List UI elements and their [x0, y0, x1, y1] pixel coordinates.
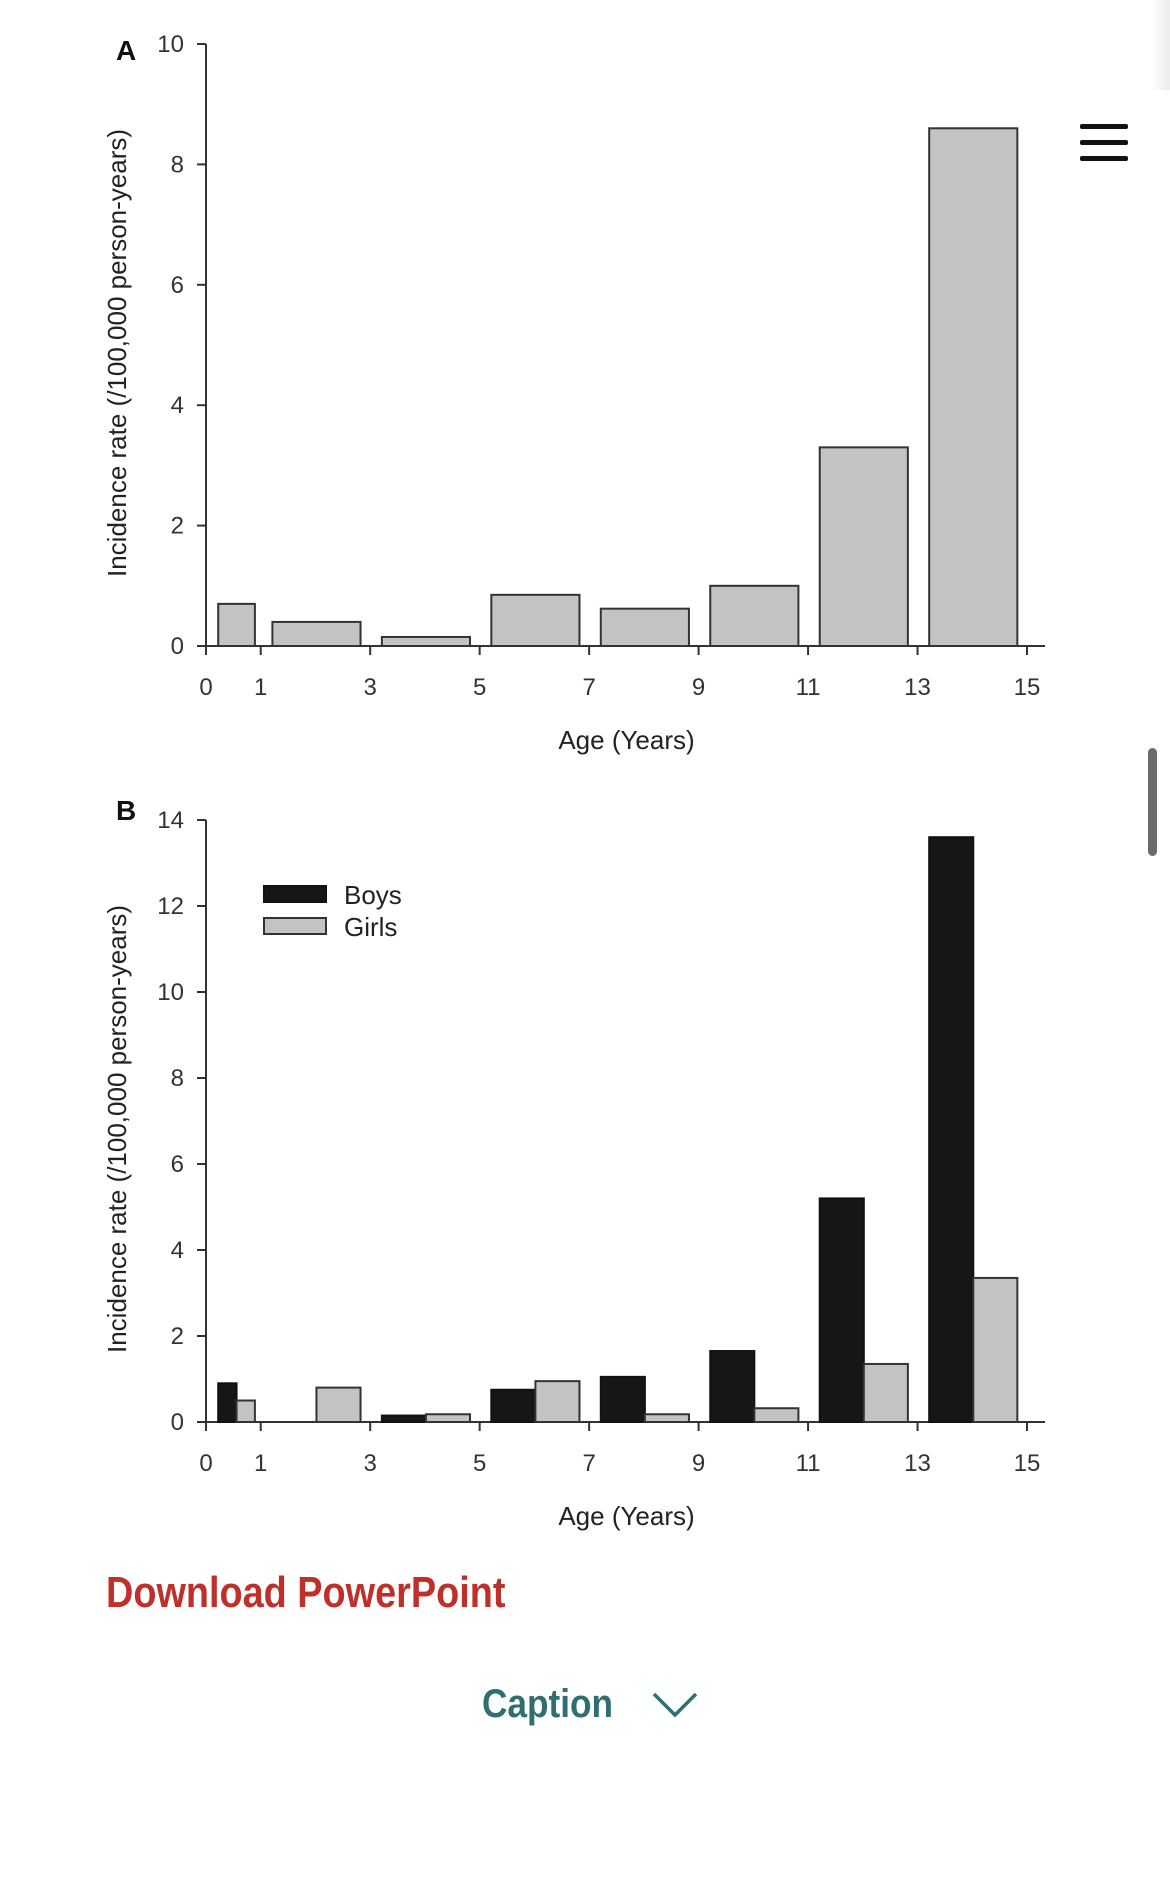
- x-tick-label: 9: [692, 1450, 705, 1477]
- x-tick-label: 0: [199, 674, 212, 701]
- legend-swatch: [263, 917, 327, 935]
- panel-letter: B: [116, 795, 136, 826]
- bar: [424, 1413, 472, 1424]
- bar: [599, 1375, 646, 1423]
- legend-label: Girls: [344, 912, 397, 942]
- bar: [217, 602, 256, 647]
- bar: [753, 1407, 800, 1423]
- bar: [818, 1197, 865, 1424]
- x-tick-label: 7: [582, 674, 595, 701]
- bar: [928, 836, 975, 1423]
- bar: [599, 607, 690, 648]
- y-tick-label: 8: [171, 1065, 184, 1092]
- y-axis-label: Incidence rate (/100,000 person-years): [102, 129, 132, 577]
- y-tick-label: 0: [171, 633, 184, 660]
- scrollbar-thumb[interactable]: [1148, 748, 1157, 856]
- y-tick-label: 2: [171, 513, 184, 540]
- bar: [490, 593, 581, 648]
- x-tick-label: 0: [199, 1450, 212, 1477]
- x-tick-label: 11: [796, 1450, 821, 1477]
- y-tick-label: 2: [171, 1323, 184, 1350]
- caption-label: Caption: [482, 1681, 614, 1726]
- y-tick-label: 8: [171, 151, 184, 178]
- y-tick-label: 0: [171, 1409, 184, 1436]
- chevron-down-icon: [652, 1692, 698, 1718]
- x-tick-label: 1: [254, 1450, 267, 1477]
- x-axis-label: Age (Years): [558, 725, 694, 755]
- bar: [972, 1276, 1019, 1423]
- menu-button[interactable]: [1076, 120, 1132, 166]
- legend-swatch: [263, 885, 327, 903]
- legend-label: Boys: [344, 880, 402, 910]
- x-tick-label: 3: [364, 674, 377, 701]
- caption-toggle[interactable]: Caption: [482, 1676, 699, 1732]
- x-tick-label: 9: [692, 674, 705, 701]
- bar: [928, 127, 1019, 647]
- y-tick-label: 14: [157, 807, 184, 834]
- panel-letter: A: [116, 35, 136, 66]
- bar: [380, 635, 472, 647]
- bar: [235, 1399, 256, 1423]
- page-edge-shadow: [1150, 0, 1170, 90]
- x-tick-label: 15: [1014, 1450, 1041, 1477]
- x-tick-label: 15: [1014, 674, 1041, 701]
- y-tick-label: 10: [157, 979, 184, 1006]
- y-tick-label: 4: [171, 1237, 184, 1264]
- bar: [534, 1380, 581, 1424]
- bar: [380, 1414, 427, 1424]
- y-tick-label: 6: [171, 272, 184, 299]
- x-tick-label: 13: [904, 674, 931, 701]
- y-tick-label: 12: [157, 893, 184, 920]
- bar: [271, 620, 362, 647]
- bar: [818, 446, 909, 647]
- x-tick-label: 13: [904, 1450, 931, 1477]
- x-tick-label: 1: [254, 674, 267, 701]
- y-axis-label: Incidence rate (/100,000 person-years): [102, 905, 132, 1353]
- x-axis-label: Age (Years): [558, 1501, 694, 1531]
- x-tick-label: 5: [473, 1450, 486, 1477]
- bar: [490, 1388, 537, 1423]
- x-tick-label: 11: [796, 674, 821, 701]
- y-tick-label: 10: [157, 31, 184, 58]
- bar: [862, 1362, 909, 1423]
- download-powerpoint-link[interactable]: Download PowerPoint: [106, 1568, 506, 1617]
- bar: [315, 1386, 362, 1423]
- y-tick-label: 4: [171, 392, 184, 419]
- bar: [217, 1382, 238, 1424]
- bar: [709, 1350, 756, 1424]
- x-tick-label: 5: [473, 674, 486, 701]
- bar: [709, 584, 800, 647]
- bar: [643, 1413, 690, 1424]
- x-tick-label: 7: [582, 1450, 595, 1477]
- y-tick-label: 6: [171, 1151, 184, 1178]
- x-tick-label: 3: [364, 1450, 377, 1477]
